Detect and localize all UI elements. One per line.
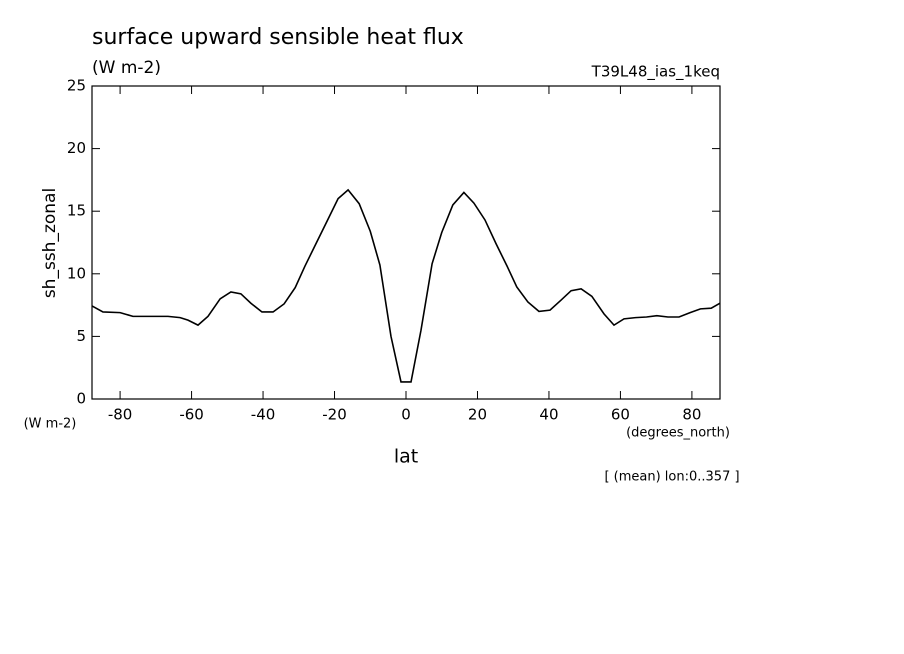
- run-label: T39L48_ias_1keq: [591, 63, 720, 82]
- x-tick-label: 20: [468, 406, 487, 424]
- data-line: [91, 188, 721, 383]
- y-unit: (W m-2): [24, 417, 77, 432]
- y-axis-label: sh_ssh_zonal: [40, 188, 60, 298]
- x-tick-label: -60: [179, 406, 204, 424]
- x-tick-label: -40: [251, 406, 276, 424]
- y-tick-label: 20: [67, 139, 86, 157]
- y-tick-label: 15: [67, 202, 86, 220]
- x-tick-label: 80: [682, 406, 701, 424]
- x-tick-label: 40: [539, 406, 558, 424]
- x-tick-label: -80: [108, 406, 133, 424]
- x-axis-label: lat: [394, 446, 418, 468]
- x-unit: (degrees_north): [626, 426, 730, 441]
- y-tick-label: 10: [67, 264, 86, 282]
- y-tick-label: 25: [67, 77, 86, 95]
- x-tick-label: -20: [322, 406, 347, 424]
- x-tick-label: 0: [401, 406, 411, 424]
- chart-title: surface upward sensible heat flux: [92, 25, 464, 50]
- annotation: [ (mean) lon:0..357 ]: [604, 470, 739, 485]
- y-tick-label: 5: [76, 327, 86, 345]
- y-tick-label: 0: [76, 390, 86, 408]
- plot-frame: [91, 85, 721, 400]
- chart-subtitle: (W m-2): [92, 58, 161, 78]
- x-tick-label: 60: [611, 406, 630, 424]
